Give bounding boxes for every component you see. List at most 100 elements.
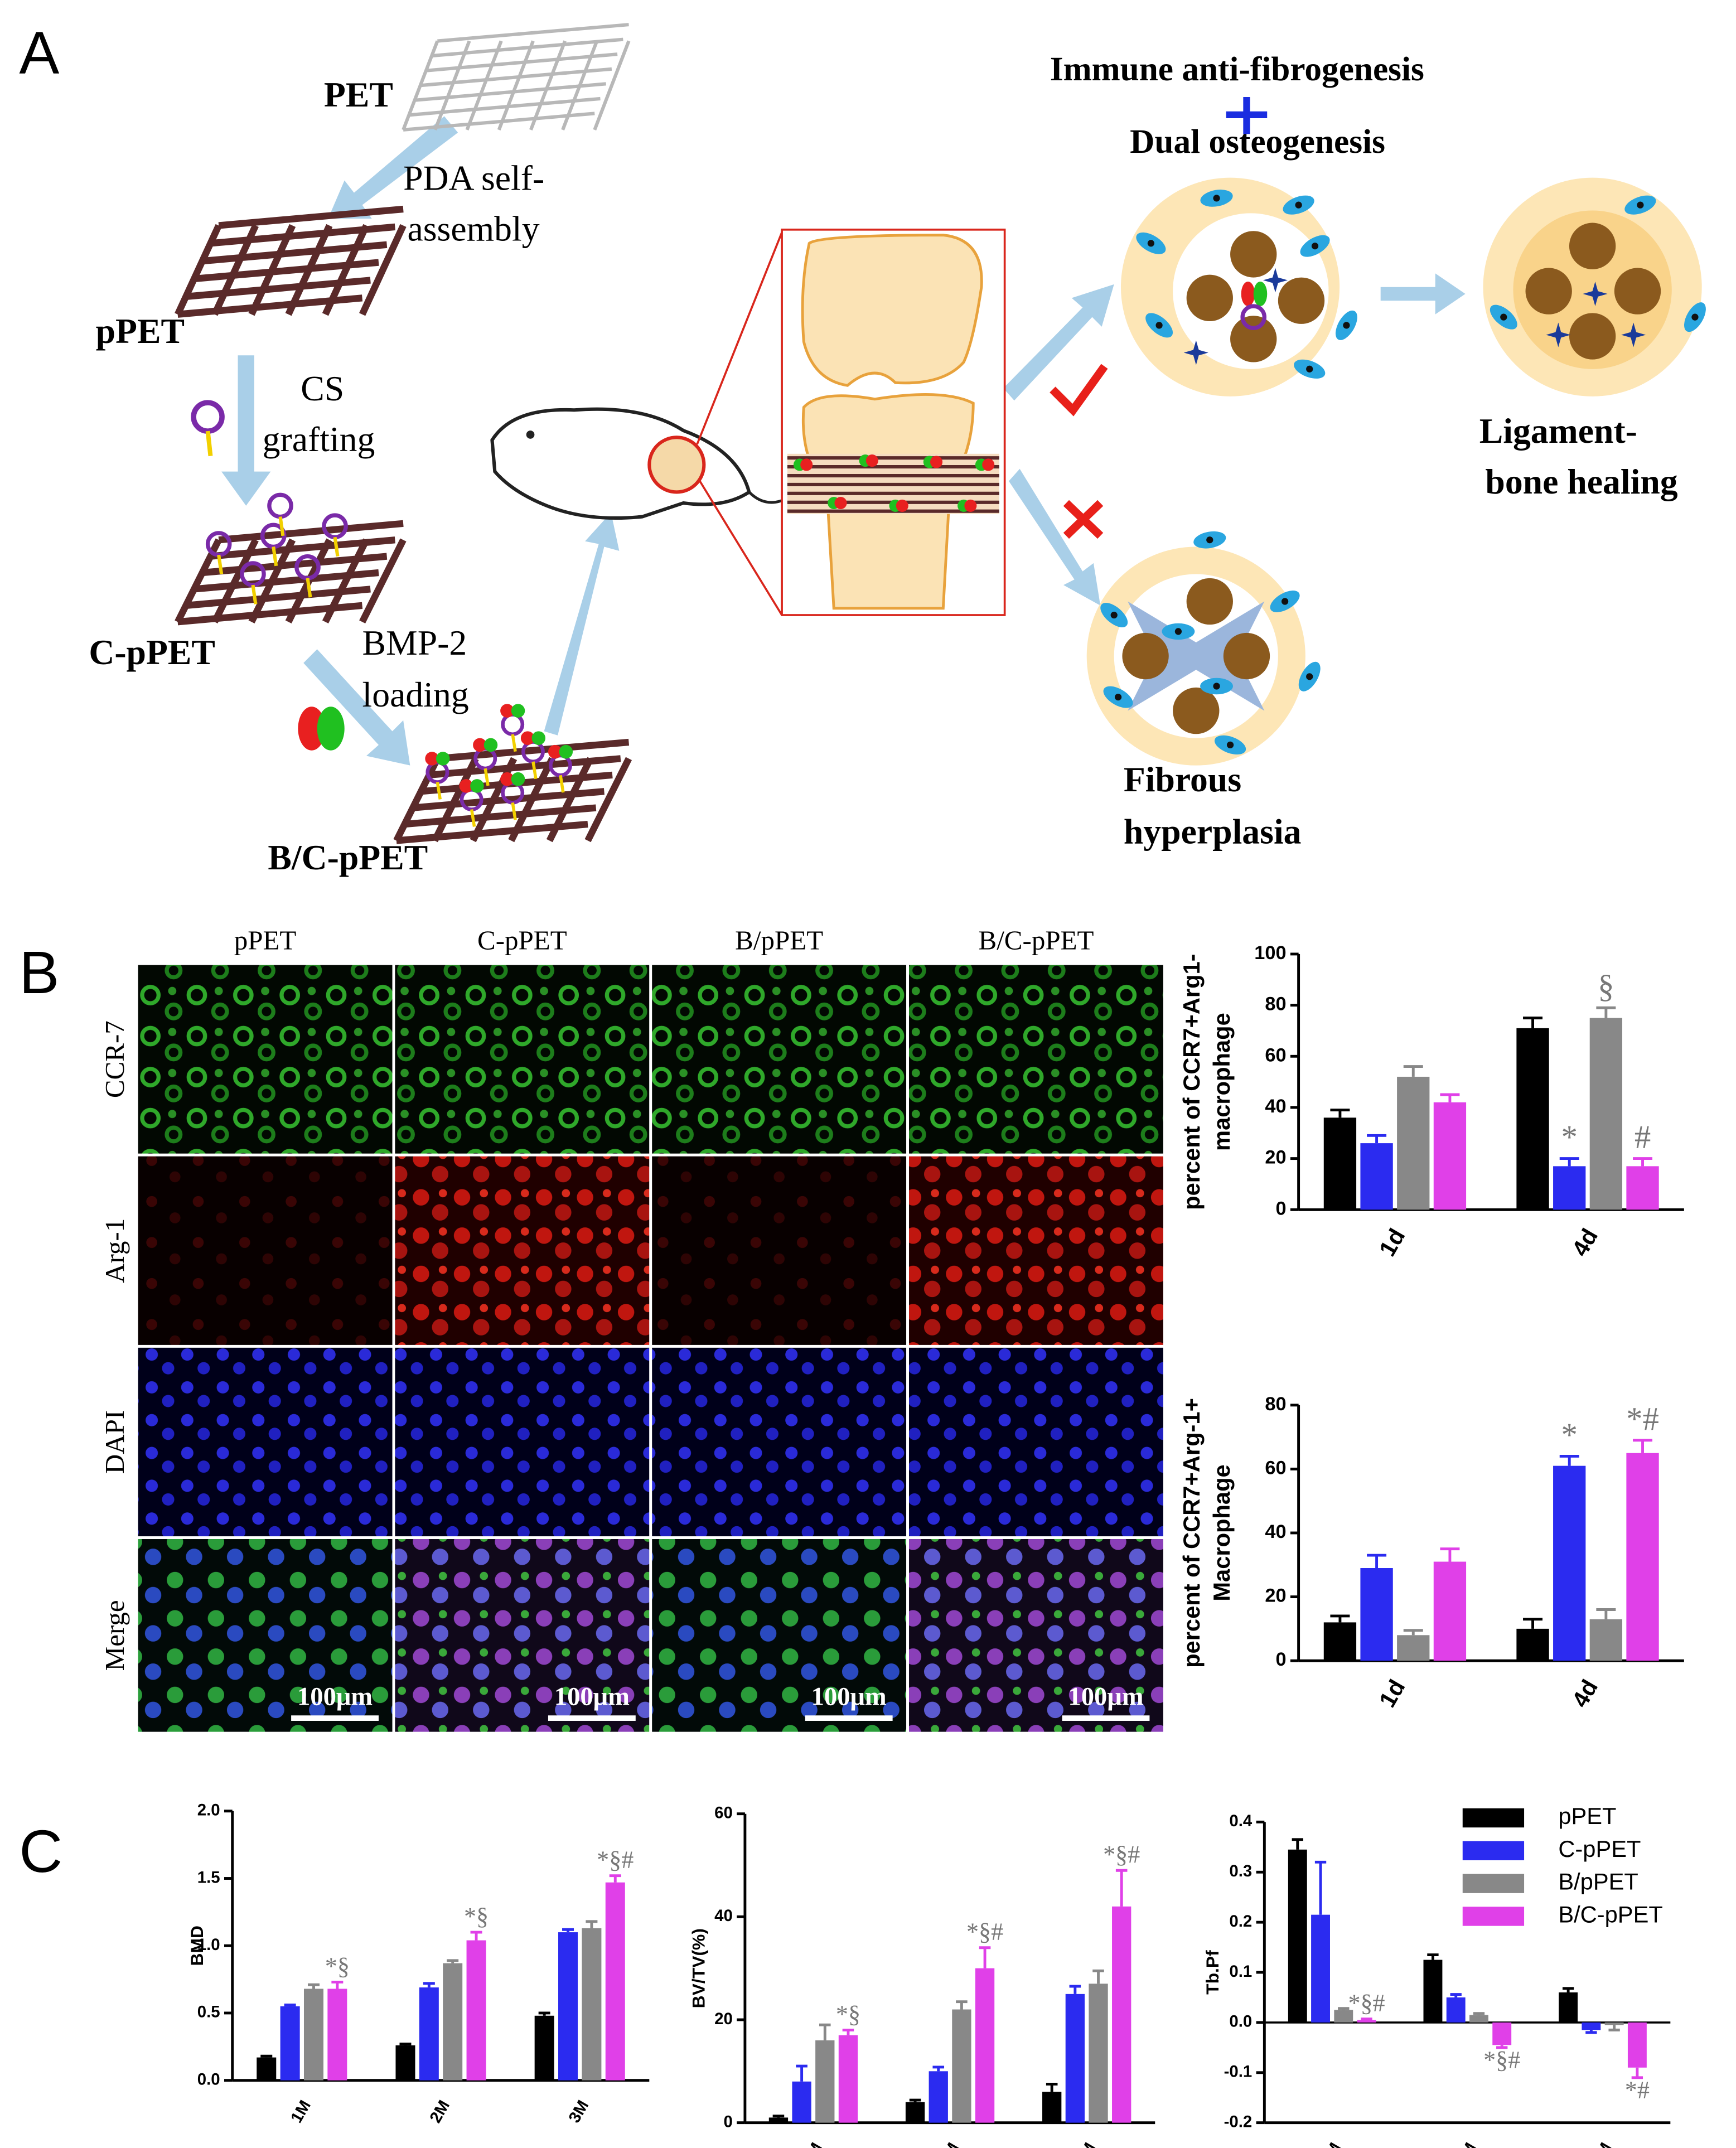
mouse-eye [526, 430, 535, 439]
bmp2 [511, 704, 525, 718]
label: PDA self- [403, 158, 544, 198]
label: Fibrous [1124, 759, 1241, 799]
bar [1423, 1960, 1443, 2023]
scale-bar-label: 100μm [297, 1682, 373, 1711]
x-tick-label: 1M [799, 2140, 826, 2148]
significance-mark: *# [1625, 2076, 1650, 2103]
row-label: Merge [99, 1600, 130, 1671]
bar [605, 1882, 625, 2081]
bone-core [1569, 313, 1616, 360]
cell-nucleus [1226, 741, 1234, 749]
label: bone healing [1485, 462, 1677, 501]
bmp2 [559, 744, 573, 759]
micrograph [906, 1536, 1166, 1735]
legend-swatch [1462, 1841, 1525, 1861]
zoom-lines [696, 232, 783, 616]
bar [952, 2009, 971, 2123]
bar [1553, 1465, 1586, 1661]
mesh-line [359, 538, 407, 624]
significance-mark: § [1598, 968, 1614, 1004]
significance-mark: *# [1626, 1401, 1659, 1437]
bar [1433, 1102, 1467, 1210]
y-tick-label: 40 [1265, 1521, 1286, 1542]
mesh-line [593, 40, 631, 130]
osteogenic-signal [1183, 340, 1208, 365]
significance-mark: *§# [1483, 2046, 1520, 2073]
micrograph [906, 1344, 1166, 1540]
x-tick-label: 2M [935, 2140, 963, 2148]
cs-molecule [1240, 304, 1267, 330]
y-axis-title: percent of CCR7+Arg1- [1178, 954, 1205, 1210]
mesh-line [359, 224, 407, 316]
bar [1559, 1992, 1578, 2023]
label: BMP-2 [362, 623, 467, 662]
cs-molecule [294, 554, 321, 580]
row-label: Arg-1 [99, 1218, 130, 1283]
micrograph [392, 1344, 652, 1540]
y-tick-label: 0 [1275, 1198, 1286, 1219]
micrographs: pPET 100μm C-pPET 100μm B/pPET 100μm B/C-pPET 1… [99, 925, 1166, 1735]
bmp2 [531, 731, 546, 745]
significance-mark: *§ [464, 1903, 489, 1930]
y-tick-label: 2.0 [197, 1801, 220, 1820]
bmp2 [548, 744, 562, 759]
y-axis-title: Macrophage [1208, 1464, 1235, 1601]
significance-mark: * [1561, 1417, 1578, 1453]
cell-nucleus [1306, 365, 1313, 372]
bmp2 [500, 704, 514, 718]
micrograph [135, 1344, 395, 1540]
bar [1042, 2092, 1062, 2123]
label: hyperplasia [1124, 811, 1302, 851]
bar [1582, 2022, 1601, 2030]
cell-nucleus [1213, 195, 1220, 202]
graft [787, 453, 999, 514]
y-tick-label: 80 [1265, 994, 1286, 1015]
bmp2 [511, 772, 525, 786]
bar [534, 2015, 554, 2081]
mesh-line [393, 757, 441, 843]
bmp2 [459, 779, 473, 793]
mesh-line [404, 804, 597, 828]
label: B/C-pPET [268, 838, 428, 877]
bmp2 [896, 499, 908, 512]
bone-core [1223, 632, 1270, 680]
label: Ligament- [1479, 411, 1637, 451]
label: grafting [263, 419, 375, 459]
micrograph [906, 1153, 1166, 1348]
bar [1589, 1619, 1623, 1661]
y-tick-label: 100 [1254, 942, 1286, 964]
scale-bar-label: 100μm [554, 1682, 630, 1711]
cs-molecule [501, 713, 525, 737]
bone-core [1569, 222, 1616, 269]
bar [1357, 2020, 1376, 2023]
y-axis-title: percent of CCR7+Arg-1+ [1178, 1398, 1205, 1668]
cs-chain [278, 516, 285, 536]
arrow [303, 649, 410, 766]
y-tick-label: 60 [1265, 1457, 1286, 1478]
arrow [221, 355, 271, 506]
bar [1626, 1166, 1659, 1210]
bone-core [1614, 268, 1661, 315]
arrow [1380, 273, 1466, 315]
cs-chain [483, 768, 490, 786]
legend-swatch [1462, 1907, 1525, 1926]
bmp2 [473, 738, 487, 752]
cell-nucleus [1114, 693, 1122, 701]
arrow [328, 116, 458, 219]
bar [1604, 2022, 1624, 2025]
y-tick-label: 1.0 [197, 1936, 220, 1954]
label: PET [324, 75, 393, 114]
mouse [490, 407, 751, 520]
bone [801, 234, 983, 387]
bar [582, 1928, 602, 2081]
mesh-line [177, 602, 363, 626]
bmp2 [834, 496, 847, 510]
y-tick-label: 80 [1265, 1394, 1286, 1415]
y-tick-label: 0.3 [1229, 1862, 1252, 1880]
x-tick-label: 4d [1566, 1675, 1603, 1712]
significance-mark: *§# [1348, 1989, 1385, 2016]
x-tick-label: 3M [565, 2097, 592, 2126]
mesh-line [218, 205, 404, 229]
bmp2 [298, 707, 326, 751]
